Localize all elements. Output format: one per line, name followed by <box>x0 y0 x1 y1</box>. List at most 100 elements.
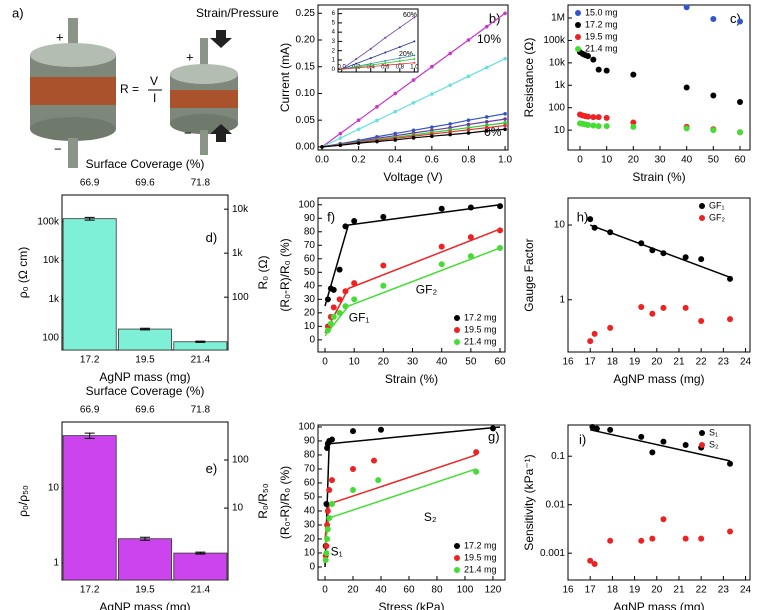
y-tick-label: 3 <box>332 39 336 45</box>
x-axis-label: Voltage (V) <box>383 170 442 184</box>
y-tick-label: 50 <box>304 267 316 278</box>
x-tick-label: 22 <box>696 585 708 596</box>
point <box>430 125 434 129</box>
bar <box>62 218 117 351</box>
point <box>380 282 387 289</box>
point <box>585 113 591 120</box>
point <box>591 224 598 231</box>
point <box>484 65 489 70</box>
x-tick-label: 22 <box>696 357 708 368</box>
y-axis-label: Sensitivity (kPa⁻¹) <box>522 454 536 550</box>
point <box>660 516 667 523</box>
point <box>375 139 379 144</box>
chart: 1 10 10 100 17.2 19.5 21.4 66.9 69.6 71.8 Surface … <box>16 384 270 610</box>
y-tick-label: 0.05 <box>296 115 316 126</box>
point <box>327 320 334 327</box>
minus-label: − <box>184 125 192 140</box>
y-tick-label: 70 <box>304 464 316 475</box>
x-tick-label: 23 <box>718 585 730 596</box>
chart: 1 10 16 17 18 19 20 21 22 23 24 AgNP mass (mg) Gauge… <box>522 197 752 386</box>
y2-tick-label: 100 <box>232 292 249 303</box>
error-bar <box>84 432 95 439</box>
point <box>448 83 452 87</box>
legend-label: 21.4 mg <box>585 43 618 53</box>
legend-marker <box>575 34 581 40</box>
point <box>710 127 717 134</box>
point <box>342 303 349 310</box>
point <box>413 61 416 64</box>
y-tick-label: 20 <box>304 534 316 545</box>
point <box>336 296 343 303</box>
point <box>630 71 637 78</box>
point <box>375 105 379 109</box>
x-axis-label: Strain (%) <box>632 170 685 184</box>
point <box>413 40 416 43</box>
point <box>342 288 349 295</box>
y2-tick-label: 100 <box>232 455 249 466</box>
x-tick-label: 120 <box>485 585 502 596</box>
point <box>503 127 507 132</box>
y-tick-label: 100k <box>37 216 60 227</box>
point <box>430 134 434 139</box>
legend-marker <box>575 22 581 28</box>
point <box>466 38 471 42</box>
plot-frame <box>337 8 419 73</box>
y-tick-label: 10 <box>304 321 316 332</box>
point <box>607 537 614 544</box>
legend-marker <box>699 430 705 436</box>
y2-tick-label: 10k <box>232 204 249 215</box>
x-tick-label: 17 <box>585 585 597 596</box>
plot-frame <box>317 197 506 353</box>
point <box>467 234 474 241</box>
point <box>466 122 471 127</box>
y-tick-label: 1k <box>554 80 566 91</box>
legend-label: 19.5 mg <box>585 31 618 41</box>
point <box>398 63 401 66</box>
point <box>323 500 330 507</box>
y-tick-label: 100 <box>548 102 565 113</box>
legend-marker <box>575 46 581 52</box>
legend-label: GF₂ <box>709 212 725 222</box>
point <box>393 91 398 96</box>
x-tick-label: 20 <box>378 357 390 368</box>
top-tick-label: 69.6 <box>135 405 155 416</box>
electrode <box>200 130 208 155</box>
x-tick-label: 60 <box>494 357 506 368</box>
point <box>603 123 610 130</box>
point <box>369 47 372 50</box>
point <box>698 535 705 542</box>
fit-line <box>324 204 501 307</box>
point <box>342 223 349 230</box>
x-tick-label: 17.2 <box>80 355 100 366</box>
x-tick-label: 20 <box>651 357 663 368</box>
point <box>503 123 507 128</box>
legend-marker <box>699 203 705 209</box>
point <box>438 205 445 212</box>
y-tick-label: 50 <box>304 492 316 503</box>
point <box>393 138 398 142</box>
point <box>413 16 416 19</box>
point <box>384 59 387 62</box>
annotation: 20% <box>399 51 413 58</box>
y-axis-label: (R₀-R)/R₀ (%) <box>278 238 292 311</box>
point <box>380 262 387 269</box>
x-tick-label: 0.4 <box>367 65 376 71</box>
point <box>330 313 337 320</box>
x-tick-label: 0.0 <box>315 155 329 166</box>
film <box>170 90 238 108</box>
x-axis-label: AgNP mass (mg) <box>613 372 704 386</box>
point <box>393 109 398 114</box>
y-axis-label: Current (mA) <box>278 43 292 112</box>
point <box>649 449 656 456</box>
point <box>638 433 645 440</box>
y-tick-label: 100 <box>42 333 59 344</box>
formula-lhs: R = <box>120 82 139 96</box>
annotation: S₁ <box>331 544 343 558</box>
point <box>355 58 358 61</box>
plate-top <box>170 64 238 84</box>
y-axis-label: (R₀-R)/R₀ (%) <box>278 466 292 539</box>
x-tick-label: 19 <box>629 585 641 596</box>
point <box>595 66 602 73</box>
point <box>398 57 401 60</box>
